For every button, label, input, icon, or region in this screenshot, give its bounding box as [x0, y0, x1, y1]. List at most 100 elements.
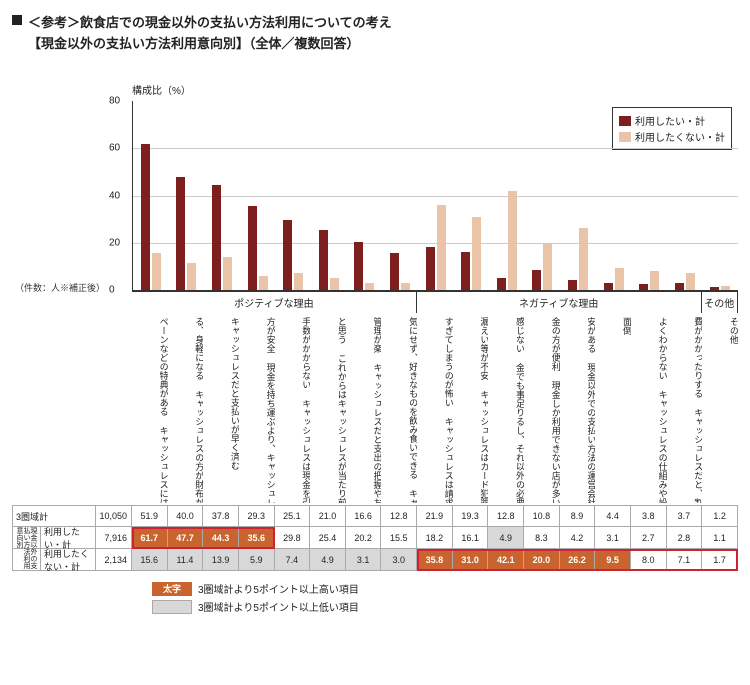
table-cell: 16.6	[346, 505, 382, 527]
table-cell: 11.4	[168, 549, 204, 571]
table-cell: 15.6	[132, 549, 168, 571]
table-row: 61.747.744.335.629.825.420.215.518.216.1…	[132, 527, 738, 549]
table-cell: 25.4	[310, 527, 346, 549]
count-header: （件数：人※補正後）	[15, 281, 105, 294]
table-row: 51.940.037.829.325.121.016.612.821.919.3…	[132, 505, 738, 527]
section-label: その他	[702, 292, 738, 313]
y-axis-label: 構成比（%）	[132, 82, 738, 97]
table-cell: 20.2	[346, 527, 382, 549]
page-subtitle: 【現金以外の支払い方法利用意向別】（全体／複数回答）	[28, 33, 738, 52]
table-row: 15.611.413.95.97.44.93.13.035.831.042.12…	[132, 549, 738, 571]
table-cell: 42.1	[488, 549, 524, 571]
table-cell: 4.9	[488, 527, 524, 549]
table-cell: 21.0	[310, 505, 346, 527]
table-cell: 3.1	[595, 527, 631, 549]
table-row-header: 現金以外の支払い方法利用意向別利用したい・計7,916	[12, 527, 132, 549]
category-labels: ペーンなどの特典がある キャッシュレスにはポイントやキャンる、身軽になる キャッ…	[132, 313, 738, 503]
table-cell: 4.9	[310, 549, 346, 571]
chart-column	[275, 101, 311, 290]
table-cell: 13.9	[203, 549, 239, 571]
section-label: ネガティブな理由	[417, 292, 702, 313]
chart-column	[667, 101, 703, 290]
category-label: 面倒	[595, 313, 631, 503]
chart-column	[489, 101, 525, 290]
category-label: 安がある 現金以外での支払い方法の運営会社に不	[560, 313, 596, 503]
chart-column	[596, 101, 632, 290]
chart-column	[631, 101, 667, 290]
table-cell: 40.0	[168, 505, 204, 527]
table-cell: 61.7	[132, 527, 168, 549]
data-table: 3圏域計10,050現金以外の支払い方法利用意向別利用したい・計7,916利用し…	[12, 505, 738, 571]
table-cell: 8.9	[560, 505, 596, 527]
chart-column	[382, 101, 418, 290]
row-group-label: 現金以外の支払い方法利用意向別	[13, 527, 41, 571]
table-cell: 26.2	[560, 549, 596, 571]
section-band: ポジティブな理由ネガティブな理由その他	[132, 291, 738, 313]
table-cell: 1.2	[702, 505, 738, 527]
chart-column	[453, 101, 489, 290]
category-label: 漏えい等が不安 キャッシュレスはカード犯罪や個人情報	[453, 313, 489, 503]
table-cell: 37.8	[203, 505, 239, 527]
category-label: 金の方が便利 現金しか利用できない店が多いため、現	[524, 313, 560, 503]
table-row-headers: 3圏域計10,050現金以外の支払い方法利用意向別利用したい・計7,916利用し…	[12, 505, 132, 571]
table-cell: 7.4	[275, 549, 311, 571]
footer-text-low: 3圏域計より5ポイント以上低い項目	[198, 599, 359, 614]
category-label: 手数がかからない キャッシュレスは現金を引き出す手間や	[275, 313, 311, 503]
table-cell: 3.8	[631, 505, 667, 527]
category-label: 管理が楽 キャッシュレスだと支出の把握やお金の	[346, 313, 382, 503]
table-cell: 31.0	[453, 549, 489, 571]
table-cell: 8.3	[524, 527, 560, 549]
table-cell: 3.0	[381, 549, 417, 571]
category-label: と思う これからはキャッシュレスが当たり前だ	[310, 313, 346, 503]
chart-column	[169, 101, 205, 290]
table-cell: 35.8	[417, 549, 453, 571]
table-cell: 4.4	[595, 505, 631, 527]
title-bullet	[12, 15, 22, 25]
footer-legend: 太字 3圏域計より5ポイント以上高い項目 3圏域計より5ポイント以上低い項目	[152, 581, 738, 614]
table-cell: 8.0	[631, 549, 667, 571]
footer-swatch-low	[152, 600, 192, 614]
chart-column	[525, 101, 561, 290]
category-label: 感じない 金でも事足りるし、それ以外の必要性を	[488, 313, 524, 503]
chart-column	[560, 101, 596, 290]
table-cell: 25.1	[275, 505, 311, 527]
table-cell: 35.6	[239, 527, 275, 549]
footer-text-high: 3圏域計より5ポイント以上高い項目	[198, 581, 359, 596]
category-label: 気にせず、好きなものを飲み食いできる キャッシュレスは手持ちの現金の金額を	[381, 313, 417, 503]
table-cell: 47.7	[168, 527, 204, 549]
chart-column	[240, 101, 276, 290]
table-cell: 10.8	[524, 505, 560, 527]
category-label: ペーンなどの特典がある キャッシュレスにはポイントやキャン	[132, 313, 168, 503]
table-cell: 12.8	[381, 505, 417, 527]
table-cell: 29.8	[275, 527, 311, 549]
category-label: キャッシュレスだと支払いが早く済む	[203, 313, 239, 503]
table-cell: 2.8	[667, 527, 703, 549]
title-text: ＜参考＞飲食店での現金以外の支払い方法利用についての考え	[28, 12, 392, 31]
table-cell: 9.5	[595, 549, 631, 571]
category-label: すぎてしまうのが怖い キャッシュレスは請求額が膨らむ・使い	[417, 313, 453, 503]
table-cell: 20.0	[524, 549, 560, 571]
table-cell: 15.5	[381, 527, 417, 549]
category-label: 方が安全 現金を持ち運ぶより、キャッシュレスの	[239, 313, 275, 503]
table-cell: 1.7	[702, 549, 738, 571]
table-cell: 16.1	[453, 527, 489, 549]
table-cell: 7.1	[667, 549, 703, 571]
table-cell: 12.8	[488, 505, 524, 527]
table-cell: 29.3	[239, 505, 275, 527]
chart-column	[347, 101, 383, 290]
chart-column	[418, 101, 454, 290]
table-cell: 19.3	[453, 505, 489, 527]
chart-column	[311, 101, 347, 290]
table-data: 51.940.037.829.325.121.016.612.821.919.3…	[132, 505, 738, 571]
chart-area: 構成比（%） 利用したい・計 利用したくない・計 （件数：人※補正後） 0204…	[132, 82, 738, 503]
category-label: 費がかかったりする キャッシュレスだと、割高になったり会	[667, 313, 703, 503]
page-title: ＜参考＞飲食店での現金以外の支払い方法利用についての考え	[12, 12, 738, 31]
category-label: その他	[702, 313, 738, 503]
table-cell: 3.1	[346, 549, 382, 571]
table-cell: 4.2	[560, 527, 596, 549]
table-cell: 2.7	[631, 527, 667, 549]
category-label: る、身軽になる キャッシュレスの方が財布がスッキリす	[168, 313, 204, 503]
table-cell: 5.9	[239, 549, 275, 571]
table-cell: 44.3	[203, 527, 239, 549]
table-cell: 18.2	[417, 527, 453, 549]
